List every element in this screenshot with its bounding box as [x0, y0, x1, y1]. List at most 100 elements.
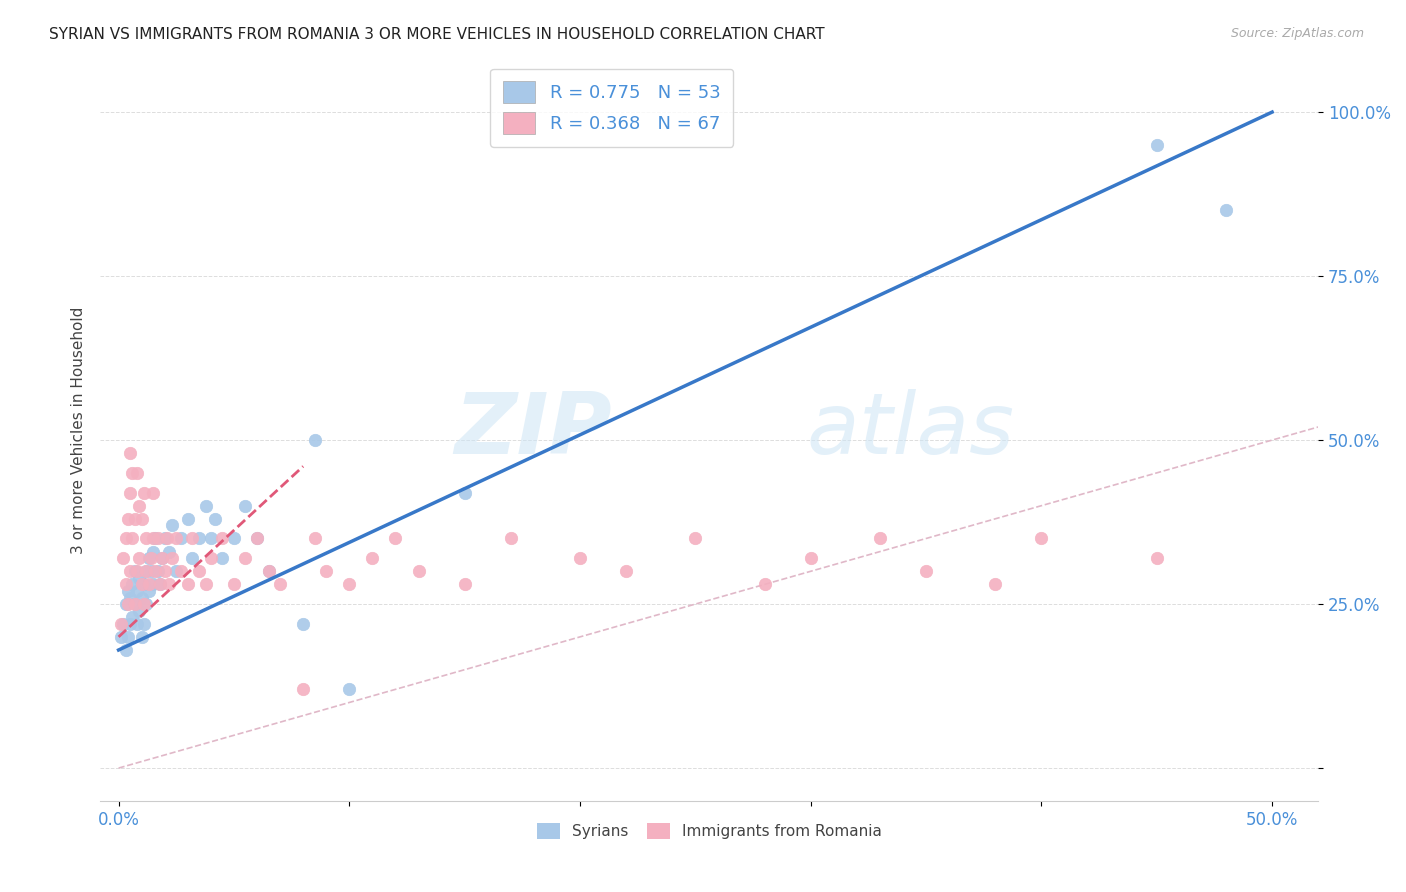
Point [128, 604, 150, 618]
Point [304, 532, 326, 546]
Point [384, 532, 406, 546]
Point [257, 564, 280, 578]
Point [337, 682, 360, 697]
Text: atlas: atlas [807, 389, 1015, 472]
Point [125, 564, 148, 578]
Point [125, 466, 148, 480]
Point [453, 577, 475, 591]
Point [165, 564, 187, 578]
Point [138, 584, 160, 599]
Point [125, 616, 148, 631]
Point [120, 616, 142, 631]
Point [1146, 551, 1168, 566]
Point [124, 597, 146, 611]
Point [117, 512, 139, 526]
Point [135, 564, 157, 578]
Point [145, 564, 167, 578]
Point [222, 532, 245, 546]
Point [124, 512, 146, 526]
Point [139, 551, 162, 566]
Point [188, 532, 211, 546]
Point [269, 577, 291, 591]
Point [149, 577, 172, 591]
Point [235, 499, 257, 513]
Point [114, 597, 136, 611]
Point [112, 616, 135, 631]
Point [139, 564, 162, 578]
Point [152, 551, 174, 566]
Point [1146, 137, 1168, 152]
Point [200, 551, 222, 566]
Point [142, 532, 165, 546]
Point [112, 551, 135, 566]
Point [117, 584, 139, 599]
Point [160, 518, 183, 533]
Point [157, 577, 180, 591]
Point [128, 571, 150, 585]
Point [120, 485, 142, 500]
Point [120, 591, 142, 605]
Point [114, 577, 136, 591]
Point [110, 616, 132, 631]
Point [142, 544, 165, 558]
Point [121, 610, 143, 624]
Point [800, 551, 823, 566]
Point [131, 577, 153, 591]
Point [124, 564, 146, 578]
Point [1031, 532, 1053, 546]
Point [181, 551, 204, 566]
Point [152, 551, 174, 566]
Point [195, 577, 218, 591]
Point [315, 564, 337, 578]
Point [132, 485, 155, 500]
Point [614, 564, 637, 578]
Point [211, 551, 233, 566]
Point [121, 466, 143, 480]
Text: Source: ZipAtlas.com: Source: ZipAtlas.com [1230, 27, 1364, 40]
Point [754, 577, 776, 591]
Point [177, 512, 200, 526]
Point [121, 532, 143, 546]
Point [128, 499, 150, 513]
Point [246, 532, 269, 546]
Point [153, 564, 176, 578]
Point [149, 577, 172, 591]
Point [337, 577, 360, 591]
Point [138, 551, 160, 566]
Point [120, 564, 142, 578]
Point [124, 597, 146, 611]
Text: SYRIAN VS IMMIGRANTS FROM ROMANIA 3 OR MORE VEHICLES IN HOUSEHOLD CORRELATION CH: SYRIAN VS IMMIGRANTS FROM ROMANIA 3 OR M… [49, 27, 825, 42]
Point [142, 485, 165, 500]
Point [131, 512, 153, 526]
Text: ZIP: ZIP [454, 389, 612, 472]
Point [132, 597, 155, 611]
Point [120, 446, 142, 460]
Point [132, 577, 155, 591]
Point [135, 597, 157, 611]
Legend: Syrians, Immigrants from Romania: Syrians, Immigrants from Romania [530, 817, 887, 845]
Point [138, 577, 160, 591]
Point [156, 532, 179, 546]
Point [110, 630, 132, 644]
Point [177, 577, 200, 591]
Point [114, 532, 136, 546]
Point [131, 591, 153, 605]
Point [188, 564, 211, 578]
Point [257, 564, 280, 578]
Point [869, 532, 891, 546]
Point [222, 577, 245, 591]
Point [453, 485, 475, 500]
Point [292, 616, 315, 631]
Y-axis label: 3 or more Vehicles in Household: 3 or more Vehicles in Household [72, 307, 86, 554]
Point [157, 544, 180, 558]
Point [114, 643, 136, 657]
Point [685, 532, 707, 546]
Point [153, 532, 176, 546]
Point [146, 532, 169, 546]
Point [117, 597, 139, 611]
Point [145, 532, 167, 546]
Point [246, 532, 269, 546]
Point [292, 682, 315, 697]
Point [131, 630, 153, 644]
Point [195, 499, 218, 513]
